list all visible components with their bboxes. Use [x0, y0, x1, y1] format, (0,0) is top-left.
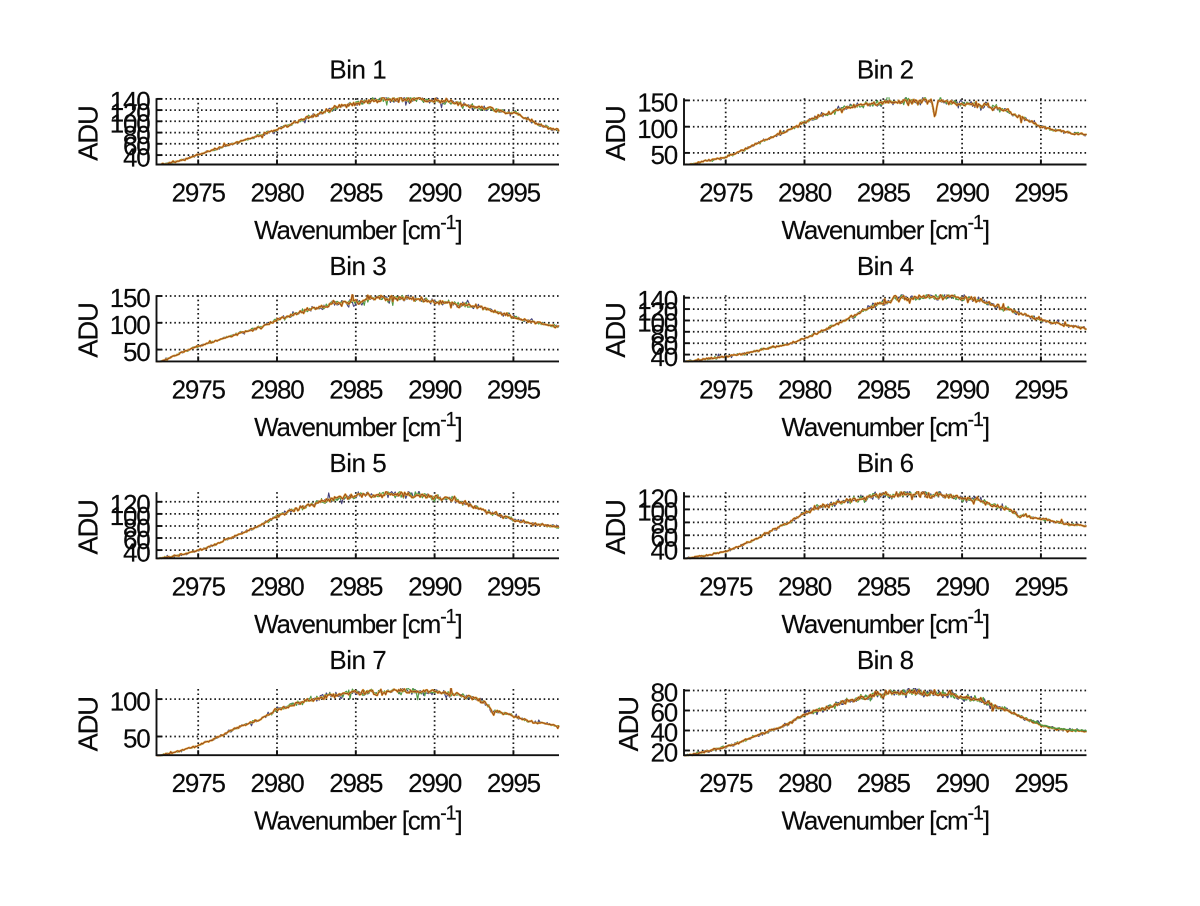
svg-text:2975: 2975: [699, 374, 753, 404]
svg-text:60: 60: [650, 698, 677, 728]
svg-text:2985: 2985: [329, 571, 383, 601]
svg-text:2985: 2985: [857, 178, 911, 208]
svg-text:100: 100: [637, 114, 678, 144]
svg-text:2990: 2990: [936, 571, 990, 601]
svg-text:2980: 2980: [250, 571, 304, 601]
svg-text:Wavenumber [cm-1]: Wavenumber [cm-1]: [254, 212, 461, 245]
svg-text:60: 60: [123, 525, 150, 555]
svg-text:2980: 2980: [778, 768, 832, 798]
svg-text:50: 50: [123, 724, 150, 754]
svg-text:140: 140: [637, 285, 678, 315]
svg-text:2980: 2980: [778, 178, 832, 208]
svg-text:150: 150: [637, 88, 678, 118]
svg-text:100: 100: [110, 310, 151, 340]
svg-text:100: 100: [110, 109, 151, 139]
svg-text:100: 100: [637, 497, 678, 527]
svg-text:ADU: ADU: [600, 106, 631, 160]
svg-text:2980: 2980: [250, 374, 304, 404]
svg-text:2985: 2985: [329, 178, 383, 208]
svg-text:120: 120: [637, 296, 678, 326]
svg-text:50: 50: [123, 337, 150, 367]
svg-text:40: 40: [650, 536, 677, 566]
svg-text:Bin 8: Bin 8: [857, 645, 914, 675]
svg-text:140: 140: [110, 86, 151, 116]
svg-text:2980: 2980: [778, 571, 832, 601]
svg-text:Wavenumber [cm-1]: Wavenumber [cm-1]: [254, 803, 461, 836]
svg-text:2995: 2995: [1014, 374, 1068, 404]
svg-text:60: 60: [123, 131, 150, 161]
svg-text:ADU: ADU: [613, 697, 644, 751]
svg-text:2985: 2985: [857, 768, 911, 798]
svg-text:100: 100: [637, 308, 678, 338]
svg-text:2975: 2975: [172, 768, 226, 798]
svg-text:Wavenumber [cm-1]: Wavenumber [cm-1]: [782, 409, 989, 442]
svg-text:Bin 4: Bin 4: [857, 251, 914, 281]
svg-text:2990: 2990: [936, 178, 990, 208]
svg-text:Bin 6: Bin 6: [857, 448, 914, 478]
svg-text:80: 80: [650, 678, 677, 708]
svg-text:2990: 2990: [408, 178, 462, 208]
svg-text:2985: 2985: [329, 374, 383, 404]
svg-text:2990: 2990: [408, 571, 462, 601]
svg-text:2995: 2995: [487, 374, 541, 404]
svg-text:ADU: ADU: [73, 500, 104, 554]
svg-text:40: 40: [650, 718, 677, 748]
svg-text:100: 100: [110, 501, 151, 531]
svg-text:Wavenumber [cm-1]: Wavenumber [cm-1]: [782, 212, 989, 245]
svg-text:2995: 2995: [487, 571, 541, 601]
svg-text:120: 120: [110, 489, 151, 519]
svg-text:80: 80: [123, 120, 150, 150]
svg-text:100: 100: [110, 686, 151, 716]
svg-text:ADU: ADU: [73, 303, 104, 357]
svg-text:40: 40: [650, 342, 677, 372]
svg-text:Wavenumber [cm-1]: Wavenumber [cm-1]: [782, 606, 989, 639]
svg-text:60: 60: [650, 330, 677, 360]
svg-text:120: 120: [637, 484, 678, 514]
svg-text:40: 40: [123, 537, 150, 567]
svg-text:ADU: ADU: [73, 697, 104, 751]
svg-text:ADU: ADU: [600, 303, 631, 357]
svg-text:Bin 2: Bin 2: [857, 54, 914, 84]
svg-text:2985: 2985: [857, 571, 911, 601]
svg-text:150: 150: [110, 283, 151, 313]
svg-text:2975: 2975: [699, 571, 753, 601]
svg-text:2990: 2990: [936, 374, 990, 404]
svg-text:2990: 2990: [936, 768, 990, 798]
svg-text:2980: 2980: [250, 768, 304, 798]
svg-text:2980: 2980: [778, 374, 832, 404]
svg-text:2975: 2975: [172, 178, 226, 208]
svg-text:60: 60: [650, 523, 677, 553]
svg-text:2995: 2995: [487, 178, 541, 208]
svg-text:ADU: ADU: [73, 106, 104, 160]
svg-text:Wavenumber [cm-1]: Wavenumber [cm-1]: [254, 409, 461, 442]
svg-text:Bin 1: Bin 1: [329, 54, 386, 84]
svg-text:Bin 5: Bin 5: [329, 448, 386, 478]
svg-text:2990: 2990: [408, 374, 462, 404]
svg-text:120: 120: [110, 97, 151, 127]
svg-text:2990: 2990: [408, 768, 462, 798]
svg-text:2995: 2995: [487, 768, 541, 798]
svg-text:2995: 2995: [1014, 571, 1068, 601]
svg-text:Bin 7: Bin 7: [329, 645, 386, 675]
svg-text:2975: 2975: [172, 571, 226, 601]
svg-text:Wavenumber [cm-1]: Wavenumber [cm-1]: [782, 803, 989, 836]
svg-text:20: 20: [650, 738, 677, 768]
svg-text:Bin 3: Bin 3: [329, 251, 386, 281]
svg-text:Wavenumber [cm-1]: Wavenumber [cm-1]: [254, 606, 461, 639]
svg-text:2985: 2985: [857, 374, 911, 404]
svg-text:80: 80: [650, 319, 677, 349]
svg-text:ADU: ADU: [600, 500, 631, 554]
svg-text:40: 40: [123, 142, 150, 172]
svg-text:80: 80: [650, 510, 677, 540]
svg-text:50: 50: [650, 140, 677, 170]
svg-text:2985: 2985: [329, 768, 383, 798]
svg-text:2995: 2995: [1014, 768, 1068, 798]
svg-text:2975: 2975: [699, 178, 753, 208]
svg-text:2995: 2995: [1014, 178, 1068, 208]
svg-text:80: 80: [123, 513, 150, 543]
svg-text:2975: 2975: [172, 374, 226, 404]
svg-text:2980: 2980: [250, 178, 304, 208]
svg-text:2975: 2975: [699, 768, 753, 798]
